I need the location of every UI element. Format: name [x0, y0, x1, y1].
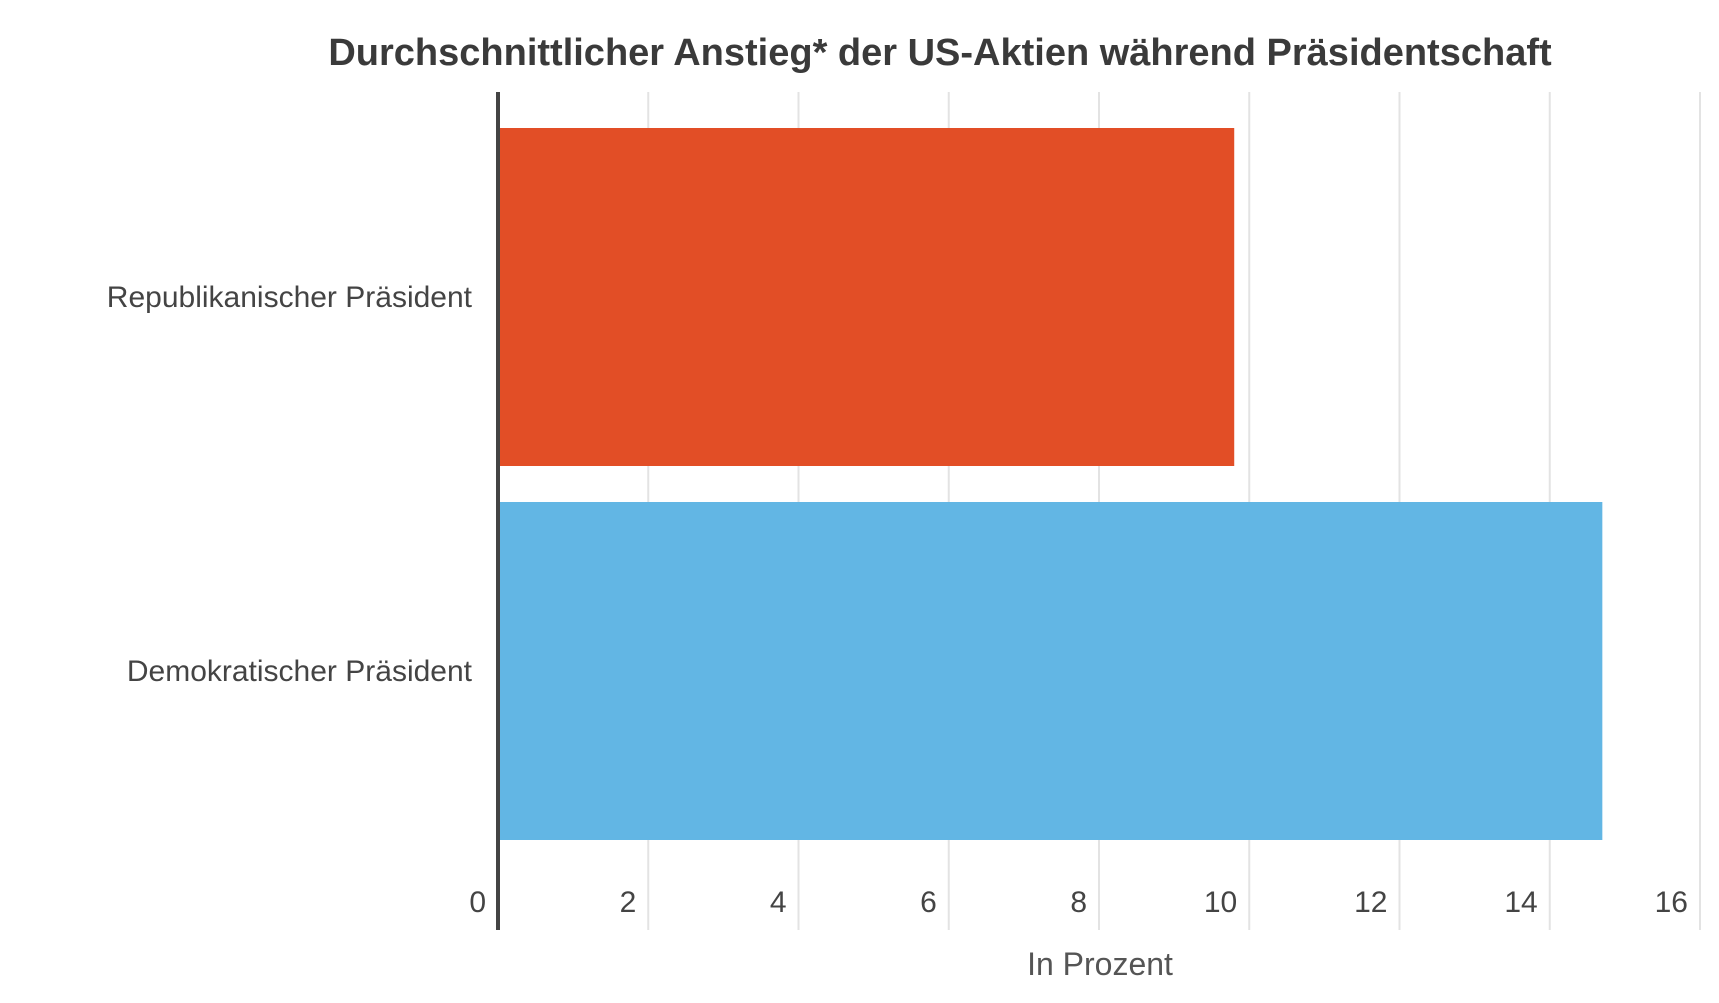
x-tick-label: 14 — [1504, 886, 1537, 919]
chart-title: Durchschnittlicher Anstieg* der US-Aktie… — [328, 32, 1552, 74]
x-tick-label: 12 — [1354, 886, 1387, 919]
category-label: Demokratischer Präsident — [127, 655, 473, 688]
category-labels: Republikanischer Präsident Demokratischer… — [107, 281, 473, 688]
x-tick-label: 16 — [1655, 886, 1688, 919]
bars — [498, 128, 1603, 840]
x-tick-label: 10 — [1204, 886, 1237, 919]
bar — [498, 128, 1235, 466]
x-tick-label: 0 — [469, 886, 486, 919]
category-label: Republikanischer Präsident — [107, 281, 473, 314]
x-tick-label: 6 — [920, 886, 937, 919]
x-axis-ticks: 0 2 4 6 8 10 12 14 16 — [469, 886, 1688, 919]
x-tick-label: 2 — [620, 886, 637, 919]
bar — [498, 502, 1603, 840]
x-axis-title: In Prozent — [1027, 946, 1173, 982]
x-tick-label: 8 — [1070, 886, 1087, 919]
x-tick-label: 4 — [770, 886, 787, 919]
